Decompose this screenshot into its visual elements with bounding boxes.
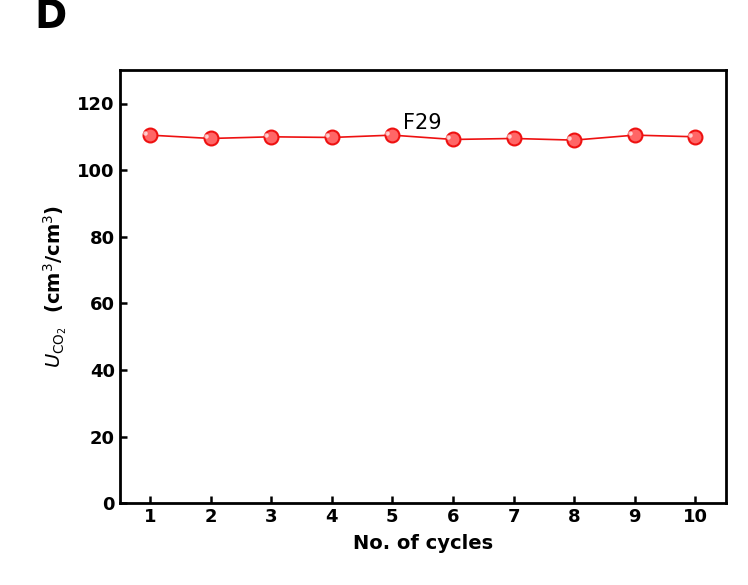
Y-axis label: $\it{U}_\mathrm{CO_2}$  (cm$^3$/cm$^3$): $\it{U}_\mathrm{CO_2}$ (cm$^3$/cm$^3$)	[41, 205, 69, 368]
X-axis label: No. of cycles: No. of cycles	[352, 534, 493, 553]
Text: D: D	[35, 0, 67, 36]
Text: F29: F29	[403, 113, 442, 133]
